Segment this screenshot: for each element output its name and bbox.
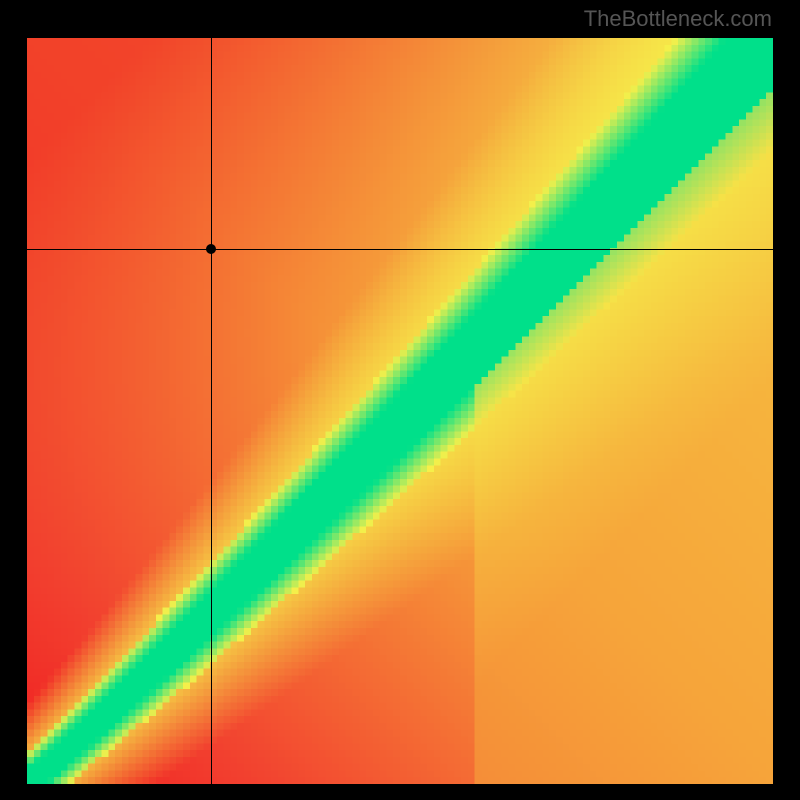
data-point-marker (206, 244, 216, 254)
watermark-text: TheBottleneck.com (584, 6, 772, 32)
crosshair-horizontal (27, 249, 773, 250)
crosshair-vertical (211, 38, 212, 784)
heatmap-canvas (27, 38, 773, 784)
chart-container: TheBottleneck.com (0, 0, 800, 800)
